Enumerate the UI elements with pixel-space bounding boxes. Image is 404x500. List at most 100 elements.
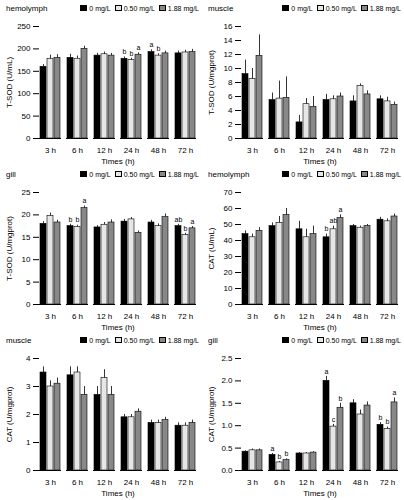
svg-text:12 h: 12 h — [97, 312, 113, 321]
svg-text:72 h: 72 h — [380, 312, 396, 321]
svg-text:Times (h): Times (h) — [101, 489, 135, 498]
svg-text:24 h: 24 h — [124, 478, 140, 487]
svg-text:3 h: 3 h — [247, 146, 258, 155]
svg-text:b: b — [325, 225, 329, 232]
svg-text:b: b — [76, 216, 80, 223]
svg-text:15: 15 — [22, 233, 31, 242]
svg-text:Times (h): Times (h) — [303, 323, 337, 332]
svg-text:50: 50 — [224, 220, 233, 229]
svg-text:a: a — [325, 368, 329, 375]
svg-text:b: b — [130, 50, 134, 57]
svg-text:Times (h): Times (h) — [101, 323, 135, 332]
svg-text:1.0: 1.0 — [221, 421, 233, 430]
svg-text:4: 4 — [228, 106, 233, 115]
svg-text:48 h: 48 h — [353, 312, 369, 321]
svg-text:24 h: 24 h — [124, 312, 140, 321]
svg-text:0: 0 — [228, 300, 233, 309]
svg-text:b: b — [285, 450, 289, 457]
svg-text:12 h: 12 h — [97, 146, 113, 155]
svg-text:3 h: 3 h — [247, 312, 258, 321]
svg-text:0: 0 — [228, 134, 233, 143]
svg-text:24 h: 24 h — [326, 312, 342, 321]
svg-text:12 h: 12 h — [299, 312, 315, 321]
svg-text:72 h: 72 h — [380, 478, 396, 487]
svg-text:24 h: 24 h — [326, 478, 342, 487]
svg-text:8: 8 — [228, 78, 233, 87]
svg-text:0: 0 — [26, 134, 31, 143]
svg-text:Times (h): Times (h) — [303, 157, 337, 166]
svg-text:a: a — [339, 206, 343, 213]
svg-text:6 h: 6 h — [274, 312, 285, 321]
svg-text:2: 2 — [26, 410, 31, 419]
svg-text:Times (h): Times (h) — [101, 157, 135, 166]
svg-text:6 h: 6 h — [274, 478, 285, 487]
svg-text:30: 30 — [224, 252, 233, 261]
svg-text:12 h: 12 h — [97, 478, 113, 487]
svg-text:3: 3 — [26, 382, 31, 391]
svg-text:0.0: 0.0 — [221, 466, 233, 475]
svg-text:16: 16 — [224, 22, 233, 31]
svg-text:12: 12 — [224, 50, 233, 59]
svg-text:0.5: 0.5 — [221, 444, 233, 453]
svg-text:b: b — [69, 216, 73, 223]
svg-text:72 h: 72 h — [178, 312, 194, 321]
svg-text:48 h: 48 h — [151, 478, 167, 487]
svg-text:100: 100 — [17, 89, 31, 98]
svg-text:48 h: 48 h — [353, 146, 369, 155]
svg-text:20: 20 — [224, 268, 233, 277]
svg-text:a: a — [191, 218, 195, 225]
svg-text:ab: ab — [175, 216, 183, 223]
svg-text:b: b — [379, 414, 383, 421]
svg-text:10: 10 — [224, 64, 233, 73]
svg-text:1.5: 1.5 — [221, 399, 233, 408]
svg-text:a: a — [150, 41, 154, 48]
svg-text:20: 20 — [22, 210, 31, 219]
svg-text:b: b — [278, 453, 282, 460]
svg-text:b: b — [123, 48, 127, 55]
svg-text:12 h: 12 h — [299, 478, 315, 487]
svg-text:3 h: 3 h — [45, 478, 56, 487]
svg-text:a: a — [83, 197, 87, 204]
svg-text:1: 1 — [26, 438, 31, 447]
svg-text:b: b — [184, 225, 188, 232]
svg-text:5: 5 — [26, 278, 31, 287]
svg-text:3 h: 3 h — [45, 312, 56, 321]
svg-text:6 h: 6 h — [72, 478, 83, 487]
svg-text:150: 150 — [17, 67, 31, 76]
svg-text:0: 0 — [26, 466, 31, 475]
svg-text:24 h: 24 h — [326, 146, 342, 155]
svg-text:6: 6 — [228, 92, 233, 101]
svg-text:T-SOD (U/mgprot): T-SOD (U/mgprot) — [5, 216, 14, 281]
svg-text:a: a — [393, 389, 397, 396]
svg-text:b: b — [157, 45, 161, 52]
svg-text:0: 0 — [26, 300, 31, 309]
svg-text:a: a — [271, 445, 275, 452]
svg-text:ab: ab — [330, 217, 338, 224]
svg-text:48 h: 48 h — [151, 146, 167, 155]
svg-text:2.5: 2.5 — [221, 354, 233, 363]
svg-text:3 h: 3 h — [45, 146, 56, 155]
svg-text:T-SOD (U/mgprot): T-SOD (U/mgprot) — [207, 50, 216, 115]
svg-text:a: a — [137, 44, 141, 51]
svg-text:50: 50 — [22, 112, 31, 121]
svg-text:10: 10 — [224, 284, 233, 293]
svg-text:72 h: 72 h — [178, 478, 194, 487]
svg-text:200: 200 — [17, 44, 31, 53]
svg-text:250: 250 — [17, 22, 31, 31]
svg-text:b: b — [339, 395, 343, 402]
svg-text:b: b — [386, 418, 390, 425]
svg-text:10: 10 — [22, 255, 31, 264]
svg-text:2.0: 2.0 — [221, 376, 233, 385]
svg-text:4: 4 — [26, 354, 31, 363]
svg-text:70: 70 — [224, 188, 233, 197]
svg-text:Times (h): Times (h) — [303, 489, 337, 498]
svg-text:2: 2 — [228, 120, 233, 129]
svg-text:CAT (U/mgprot): CAT (U/mgprot) — [5, 386, 14, 442]
svg-text:6 h: 6 h — [72, 146, 83, 155]
svg-text:24 h: 24 h — [124, 146, 140, 155]
svg-text:14: 14 — [224, 36, 233, 45]
svg-text:12 h: 12 h — [299, 146, 315, 155]
svg-text:60: 60 — [224, 204, 233, 213]
svg-text:25: 25 — [22, 188, 31, 197]
svg-text:40: 40 — [224, 236, 233, 245]
